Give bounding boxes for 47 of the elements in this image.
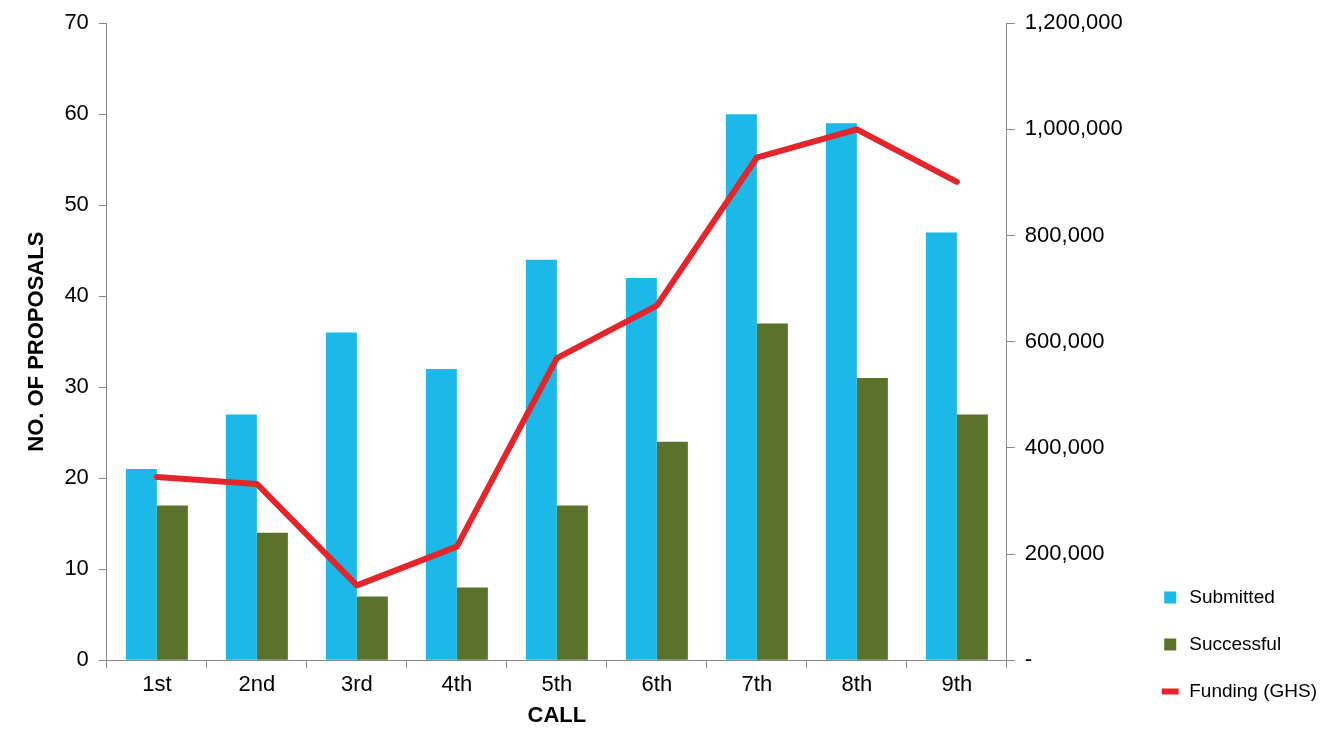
bar <box>356 596 388 660</box>
x-tick-label: 8th <box>841 671 873 697</box>
bar <box>225 414 257 660</box>
bar <box>556 505 588 660</box>
bar <box>956 414 988 660</box>
x-tick-label: 5th <box>541 671 573 697</box>
x-tick-label: 9th <box>941 671 973 697</box>
bar <box>856 378 888 660</box>
y-tick-label: 0 <box>76 646 89 672</box>
bar <box>825 123 857 660</box>
bar <box>256 532 288 660</box>
bar <box>325 332 357 660</box>
bar <box>125 469 157 660</box>
y2-tick-label: 400,000 <box>1024 433 1105 459</box>
x-tick-label: 3rd <box>340 671 373 697</box>
y2-tick-label: 600,000 <box>1024 327 1105 353</box>
y2-tick-label: - <box>1024 646 1033 672</box>
x-tick-label: 7th <box>741 671 773 697</box>
y-tick-label: 60 <box>64 100 89 126</box>
bar <box>425 369 457 660</box>
bar <box>156 505 188 660</box>
legend-label: Successful <box>1189 632 1282 654</box>
legend-label: Funding (GHS) <box>1189 679 1318 701</box>
bar <box>725 114 757 660</box>
y-tick-label: 10 <box>64 555 89 581</box>
bar <box>525 259 557 660</box>
y2-tick-label: 200,000 <box>1024 540 1105 566</box>
x-axis-title: CALL <box>527 701 587 727</box>
bar <box>756 323 788 660</box>
bar <box>925 232 957 660</box>
y-axis-title: NO. OF PROPOSALS <box>23 231 49 452</box>
x-tick-label: 4th <box>441 671 473 697</box>
x-tick-label: 2nd <box>238 671 276 697</box>
y-tick-label: 50 <box>64 191 89 217</box>
y-tick-label: 40 <box>64 282 89 308</box>
y-tick-label: 30 <box>64 373 89 399</box>
bar <box>625 278 657 660</box>
y-tick-label: 20 <box>64 464 89 490</box>
x-tick-label: 1st <box>142 671 172 697</box>
bar <box>656 441 688 660</box>
bar <box>456 587 488 660</box>
legend-label: Submitted <box>1189 585 1275 607</box>
x-tick-label: 6th <box>641 671 673 697</box>
y-tick-label: 70 <box>64 9 89 35</box>
y2-tick-label: 1,200,000 <box>1024 9 1123 35</box>
y2-tick-label: 800,000 <box>1024 221 1105 247</box>
y2-tick-label: 1,000,000 <box>1024 115 1123 141</box>
